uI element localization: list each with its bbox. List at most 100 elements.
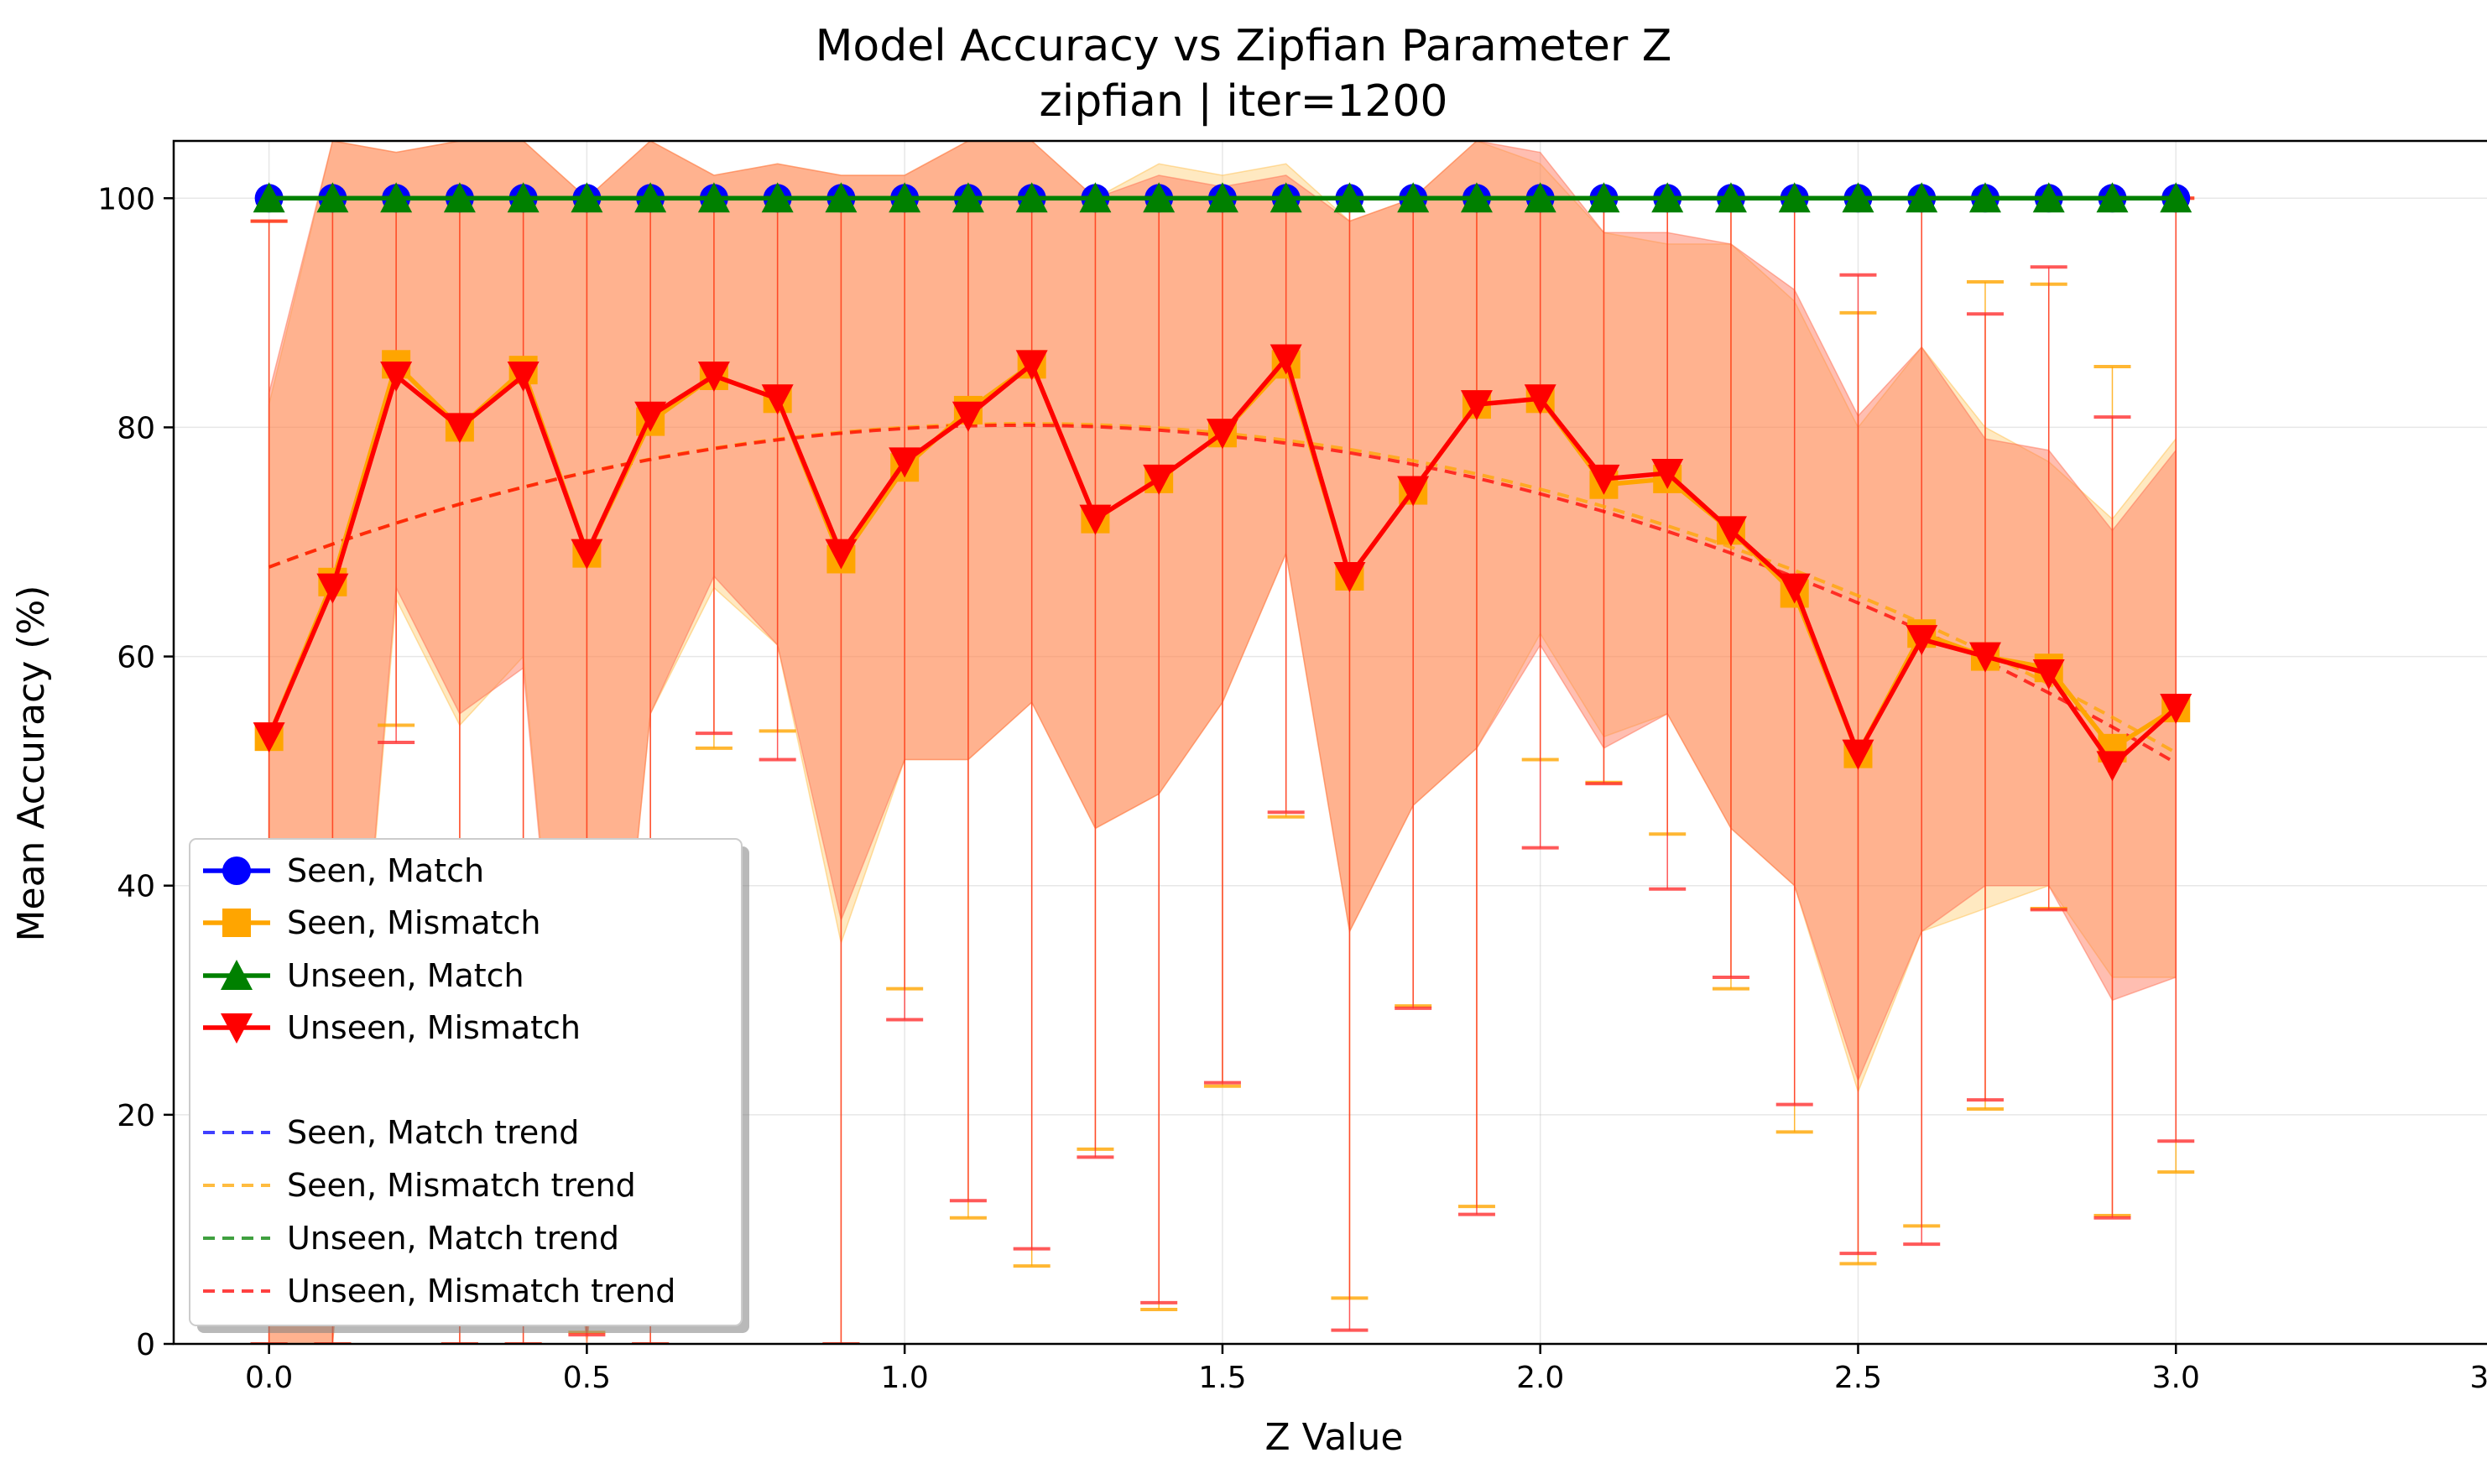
data-point-3 (1588, 464, 1620, 495)
data-point-3 (1651, 459, 1684, 490)
data-point-3 (1842, 739, 1874, 770)
data-point-3 (2032, 659, 2065, 690)
data-point-3 (2160, 694, 2192, 725)
x-tick-label: 3.0 (2152, 1361, 2200, 1395)
data-point-2 (825, 182, 858, 213)
data-point-2 (952, 182, 984, 213)
data-point-3 (571, 539, 603, 570)
data-point-3 (1015, 350, 1048, 381)
x-tick-label: 2.5 (1834, 1361, 1882, 1395)
x-tick-label: 0.0 (245, 1361, 293, 1395)
x-tick-label: 1.5 (1198, 1361, 1246, 1395)
chart-subtitle: zipfian | iter=1200 (1039, 76, 1447, 127)
x-axis-label: Z Value (1265, 1416, 1404, 1459)
legend: Seen, Match Seen, Mismatch Unseen, Match Un… (189, 838, 749, 1333)
data-point-2 (697, 182, 730, 213)
y-tick-label: 20 (117, 1099, 155, 1133)
x-tick-label: 3.5 (2469, 1361, 2487, 1395)
data-point-3 (380, 361, 413, 392)
data-point-3 (507, 361, 540, 392)
data-point-2 (2160, 182, 2192, 213)
legend-marker (221, 1013, 253, 1044)
axis-ticks: 0.0 0.5 1.0 1.5 2.0 2.5 3.0 3.5 0 20 40 60 80 100 (97, 182, 2487, 1395)
y-tick-label: 80 (117, 411, 155, 445)
y-tick-label: 60 (117, 641, 155, 675)
data-point-3 (2096, 751, 2129, 782)
legend-trend-label: Seen, Match trend (287, 1114, 579, 1151)
data-point-2 (1270, 182, 1302, 213)
data-point-2 (889, 182, 921, 213)
data-point-2 (1143, 182, 1176, 213)
legend-label: Seen, Match (287, 852, 484, 889)
data-point-2 (1651, 182, 1684, 213)
data-point-3 (1968, 642, 2001, 673)
data-point-3 (1524, 384, 1556, 415)
y-tick-label: 0 (136, 1328, 155, 1362)
legend-marker (221, 960, 253, 990)
data-point-3 (1714, 516, 1747, 547)
legend-marker (222, 909, 251, 937)
data-point-3 (443, 413, 476, 444)
legend-trend-label: Seen, Mismatch trend (287, 1167, 636, 1204)
data-point-3 (1333, 561, 1366, 592)
data-point-3 (316, 573, 349, 604)
legend-trend-label: Unseen, Match trend (287, 1220, 619, 1257)
legend-label: Unseen, Mismatch (287, 1009, 581, 1046)
data-point-3 (952, 401, 984, 432)
data-point-3 (1397, 476, 1430, 507)
data-point-2 (1842, 182, 1874, 213)
data-point-2 (1968, 182, 2001, 213)
data-point-2 (1714, 182, 1747, 213)
data-point-2 (1079, 182, 1112, 213)
data-point-2 (507, 182, 540, 213)
y-tick-label: 100 (97, 182, 155, 216)
y-tick-label: 40 (117, 870, 155, 904)
data-point-2 (2096, 182, 2129, 213)
data-point-2 (1524, 182, 1556, 213)
x-tick-label: 0.5 (563, 1361, 611, 1395)
chart-title: Model Accuracy vs Zipfian Parameter Z (816, 21, 1672, 71)
data-point-2 (1778, 182, 1811, 213)
data-point-2 (1397, 182, 1430, 213)
plot-content (250, 141, 2195, 1344)
data-point-3 (634, 401, 667, 432)
legend-trend-label: Unseen, Mismatch trend (287, 1273, 675, 1310)
data-point-3 (1079, 504, 1112, 535)
plot-frame (172, 139, 2487, 1346)
data-point-2 (1015, 182, 1048, 213)
data-point-3 (697, 361, 730, 392)
legend-marker (222, 857, 251, 885)
data-point-2 (2032, 182, 2065, 213)
x-tick-label: 1.0 (881, 1361, 929, 1395)
data-point-3 (1906, 625, 1938, 656)
data-point-3 (1460, 390, 1493, 421)
data-point-3 (1778, 573, 1811, 604)
data-point-3 (1143, 464, 1176, 495)
data-point-2 (1460, 182, 1493, 213)
legend-label: Unseen, Match (287, 957, 524, 994)
legend-label: Seen, Mismatch (287, 904, 540, 941)
y-axis-label: Mean Accuracy (%) (10, 586, 53, 942)
data-point-3 (1206, 419, 1238, 450)
data-point-2 (571, 182, 603, 213)
data-point-2 (634, 182, 667, 213)
data-point-2 (1906, 182, 1938, 213)
data-point-2 (1333, 182, 1366, 213)
data-point-3 (253, 722, 285, 753)
data-point-2 (443, 182, 476, 213)
data-point-2 (380, 182, 413, 213)
data-point-3 (1270, 344, 1302, 375)
data-point-2 (1206, 182, 1238, 213)
legend-box (189, 838, 743, 1326)
plot-area (250, 141, 2195, 1344)
data-point-2 (1588, 182, 1620, 213)
data-point-2 (253, 182, 285, 213)
data-point-3 (761, 384, 794, 415)
data-point-2 (316, 182, 349, 213)
x-tick-label: 2.0 (1516, 1361, 1564, 1395)
data-point-3 (825, 539, 858, 570)
data-point-2 (761, 182, 794, 213)
data-point-3 (889, 447, 921, 478)
